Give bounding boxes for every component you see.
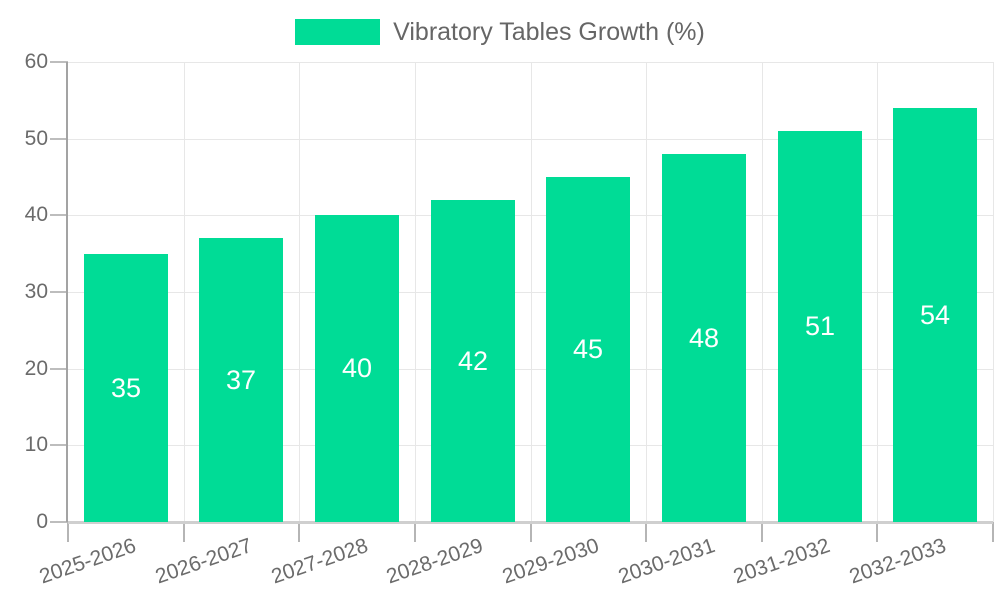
bar-2030-2031: 48 (662, 154, 746, 522)
legend-label: Vibratory Tables Growth (%) (393, 18, 705, 46)
bar-2031-2032: 51 (778, 131, 862, 522)
bar-value-label: 54 (919, 299, 951, 330)
x-axis-tick (876, 522, 878, 542)
y-axis-tick (50, 138, 68, 140)
x-axis-label: 2027-2028 (268, 534, 371, 589)
y-axis-tick (50, 444, 68, 446)
bar-2026-2027: 37 (199, 238, 283, 522)
y-axis-tick (50, 291, 68, 293)
y-axis-tick (50, 368, 68, 370)
bar-value-label: 51 (804, 311, 836, 341)
y-axis-tick (50, 521, 68, 523)
bar-value-label: 45 (572, 334, 604, 364)
v-gridline (993, 62, 994, 522)
y-axis-line (66, 62, 68, 522)
x-axis-tick (183, 522, 185, 542)
h-gridline (68, 369, 993, 370)
h-gridline (68, 215, 993, 216)
bar-value-label: 48 (688, 322, 720, 353)
v-gridline (877, 62, 878, 522)
y-axis-label: 40 (24, 203, 48, 226)
x-axis-tick (298, 522, 300, 542)
x-axis-tick (67, 522, 69, 542)
h-gridline (68, 62, 993, 63)
v-gridline (415, 62, 416, 522)
v-gridline (762, 62, 763, 522)
bar-value-label: 42 (457, 345, 489, 376)
x-axis-tick (761, 522, 763, 542)
h-gridline (68, 139, 993, 140)
y-axis-label: 60 (24, 50, 48, 73)
x-axis-label: 2031-2032 (730, 534, 834, 589)
bar-2025-2026: 35 (84, 254, 168, 522)
x-axis-label: 2026-2027 (152, 534, 255, 589)
bar-2028-2029: 42 (431, 200, 515, 522)
h-gridline (68, 445, 993, 446)
bar-2029-2030: 45 (546, 177, 630, 522)
bar-value-label: 37 (225, 364, 257, 395)
y-axis-label: 20 (24, 357, 48, 380)
y-axis-label: 50 (24, 127, 48, 150)
x-axis-tick (414, 522, 416, 542)
bar-2027-2028: 40 (315, 215, 399, 522)
x-axis-label: 2032-2033 (846, 534, 949, 589)
y-axis-label: 30 (24, 280, 48, 303)
x-axis-label: 2030-2031 (614, 534, 718, 589)
bar-value-label: 40 (341, 353, 373, 383)
v-gridline (646, 62, 647, 522)
chart-legend[interactable]: Vibratory Tables Growth (%) (0, 18, 1000, 46)
y-axis-tick (50, 61, 68, 63)
x-axis-label: 2025-2026 (36, 534, 140, 589)
x-axis-label: 2029-2030 (499, 534, 602, 589)
x-axis-label: 2028-2029 (383, 534, 487, 589)
h-gridline (68, 292, 993, 293)
v-gridline (299, 62, 300, 522)
x-axis-tick (645, 522, 647, 542)
x-axis-tick (530, 522, 532, 542)
v-gridline (184, 62, 185, 522)
v-gridline (531, 62, 532, 522)
y-axis-label: 0 (36, 510, 48, 533)
y-axis-tick (50, 214, 68, 216)
x-axis-line (68, 521, 993, 524)
legend-swatch (295, 19, 381, 45)
bar-value-label: 35 (110, 372, 142, 403)
bar-2032-2033: 54 (893, 108, 977, 522)
x-axis-tick (992, 522, 994, 542)
y-axis-label: 10 (24, 433, 48, 456)
